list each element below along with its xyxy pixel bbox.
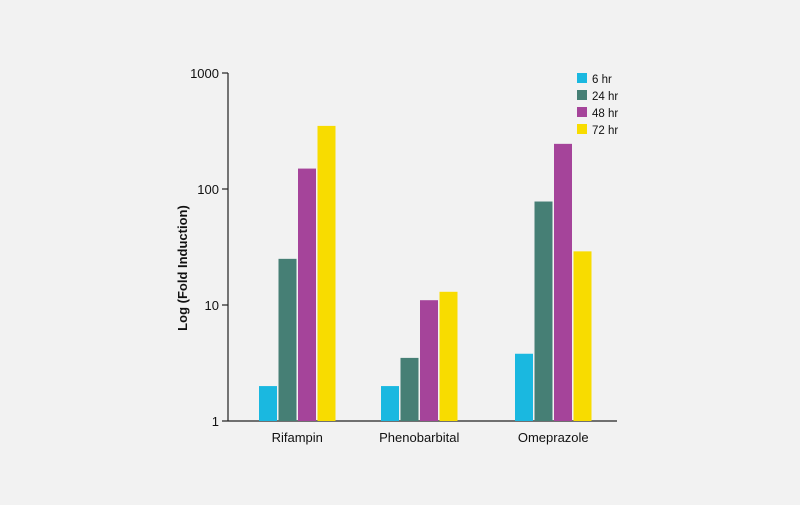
x-tick-label: Omeprazole: [518, 430, 589, 445]
y-tick-label: 10: [205, 298, 219, 313]
bar: [554, 143, 572, 421]
legend: 6 hr 24 hr 48 hr 72 hr: [577, 73, 618, 137]
legend-swatch: [577, 73, 587, 83]
bar: [515, 353, 533, 421]
legend-swatch: [577, 90, 587, 100]
legend-label: 24 hr: [592, 91, 618, 103]
legend-label: 72 hr: [592, 125, 618, 137]
bar: [439, 291, 458, 421]
bar: [420, 300, 438, 421]
bar: [573, 251, 592, 421]
y-tick-label: 100: [197, 182, 219, 197]
y-tick-label: 1: [212, 414, 219, 429]
legend-label: 48 hr: [592, 108, 618, 120]
bar: [259, 386, 277, 421]
bar: [534, 201, 553, 421]
y-tick-label: 1000: [190, 66, 219, 81]
x-tick-label: Rifampin: [272, 430, 323, 445]
x-tick-label: Phenobarbital: [379, 430, 459, 445]
bar: [381, 386, 399, 421]
bar: [400, 357, 419, 421]
legend-label: 6 hr: [592, 74, 612, 86]
bar: [278, 258, 297, 421]
bar: [298, 168, 316, 421]
legend-swatch: [577, 124, 587, 134]
y-axis-label: Log (Fold Induction): [175, 205, 190, 331]
bar: [317, 125, 336, 421]
bars: [259, 125, 592, 421]
axes: 1 10 100 1000 Rifampin Phenobarbital Omeprazol…: [190, 66, 617, 445]
legend-swatch: [577, 107, 587, 117]
